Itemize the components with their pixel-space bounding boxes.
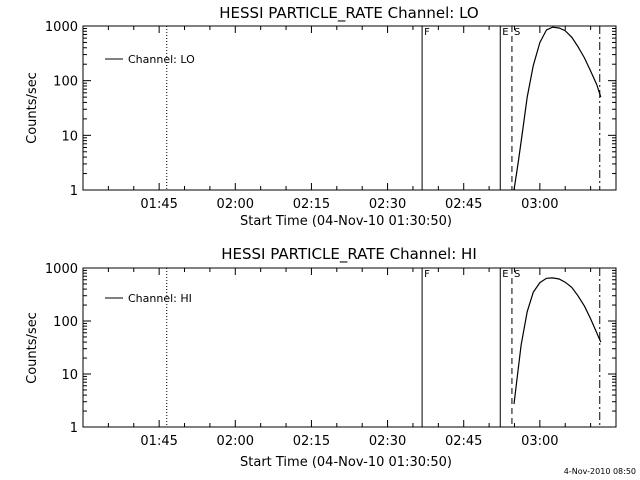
x-tick-label: 03:00 — [521, 434, 558, 449]
chart-title: HESSI PARTICLE_RATE Channel: HI — [221, 245, 477, 264]
x-tick-label: 03:00 — [521, 197, 558, 212]
x-tick-label: 02:45 — [445, 197, 482, 212]
axis-ticks: 01:45 02:00 02:15 02:30 02:45 03:00 1 10 100 1000 — [45, 20, 616, 212]
x-tick-label: 02:15 — [293, 434, 330, 449]
marker-label: F — [424, 27, 430, 38]
x-tick-label: 02:30 — [369, 197, 406, 212]
series-line — [513, 277, 602, 405]
x-tick-label: 01:45 — [140, 197, 177, 212]
plot-frame — [82, 25, 617, 191]
x-axis-label: Start Time (04-Nov-10 01:30:50) — [240, 214, 452, 229]
y-tick-label: 100 — [53, 75, 78, 90]
marker-label: F — [424, 269, 430, 280]
series — [513, 26, 602, 191]
chart-panel-lo: HESSI PARTICLE_RATE Channel: LO Counts/s… — [25, 4, 617, 229]
x-tick-label: 02:00 — [217, 197, 254, 212]
marker-label: E — [502, 27, 508, 38]
x-axis-label: Start Time (04-Nov-10 01:30:50) — [240, 455, 452, 470]
x-tick-label: 02:30 — [369, 434, 406, 449]
plot-frame — [82, 267, 617, 428]
legend-label: Channel: HI — [128, 292, 192, 305]
chart-panel-hi: HESSI PARTICLE_RATE Channel: HI Counts/s… — [25, 245, 617, 470]
series — [513, 277, 602, 405]
axis-ticks: 01:45 02:00 02:15 02:30 02:45 03:00 1 10 100 1000 — [45, 262, 616, 449]
y-tick-label: 1000 — [45, 20, 78, 35]
y-tick-label: 10 — [61, 368, 78, 383]
y-axis-label: Counts/sec — [25, 72, 40, 144]
x-tick-label: 02:00 — [217, 434, 254, 449]
y-tick-label: 1 — [70, 184, 78, 199]
x-tick-label: 01:45 — [140, 434, 177, 449]
marker-label: S — [514, 27, 520, 38]
y-tick-label: 100 — [53, 315, 78, 330]
x-tick-label: 02:45 — [445, 434, 482, 449]
footer-timestamp: 4-Nov-2010 08:50 — [564, 467, 636, 476]
legend-label: Channel: LO — [128, 53, 195, 66]
y-axis-label: Counts/sec — [25, 312, 40, 384]
y-tick-label: 1 — [70, 421, 78, 436]
y-tick-label: 10 — [61, 129, 78, 144]
marker-label: S — [514, 269, 520, 280]
series-line — [513, 26, 602, 191]
marker-label: E — [502, 269, 508, 280]
x-tick-label: 02:15 — [293, 197, 330, 212]
chart-title: HESSI PARTICLE_RATE Channel: LO — [219, 4, 478, 23]
y-tick-label: 1000 — [45, 262, 78, 277]
